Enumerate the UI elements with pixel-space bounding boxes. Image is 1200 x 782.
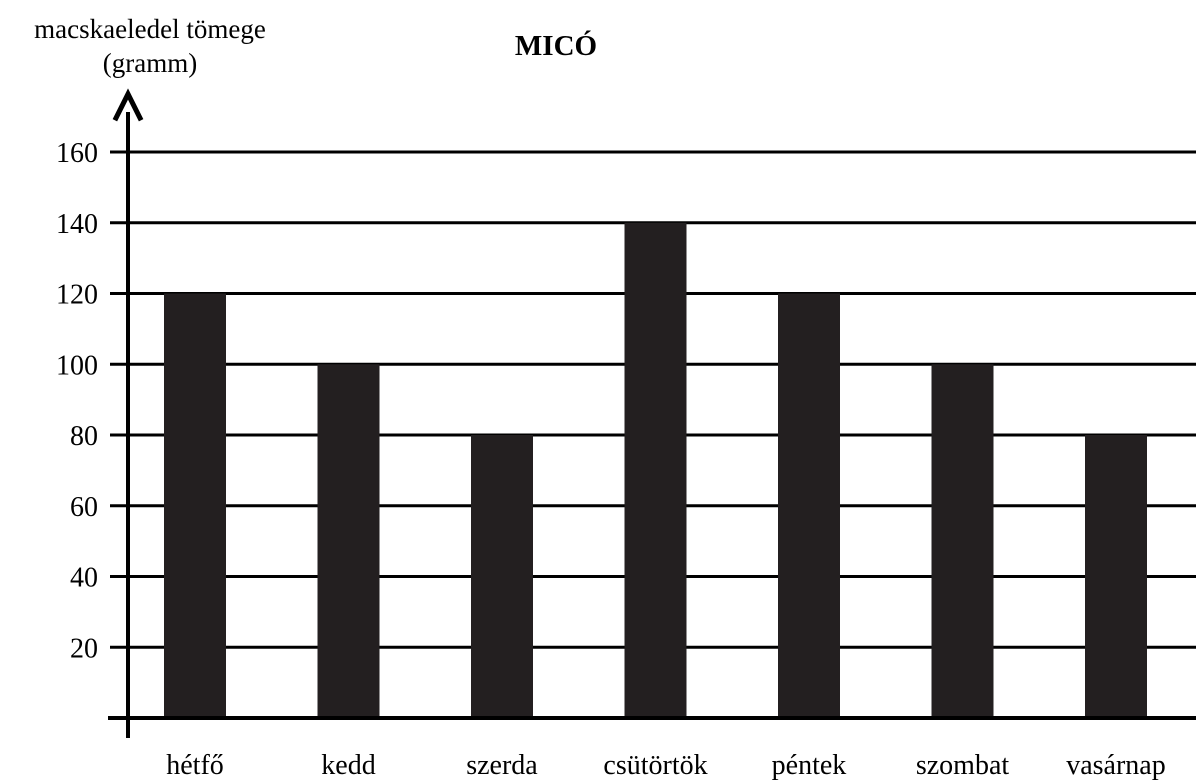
bars: [164, 222, 1147, 718]
y-tick-label: 80: [70, 421, 98, 452]
bar: [164, 293, 226, 718]
x-tick-label: kedd: [321, 750, 375, 781]
bar: [778, 293, 840, 718]
y-axis-label-line2: (gramm): [103, 48, 197, 78]
x-tick-label: csütörtök: [603, 750, 707, 781]
x-tick-label: hétfő: [166, 750, 224, 781]
chart-title: MICÓ: [515, 29, 597, 62]
y-axis-label-line1: macskaeledel tömege: [34, 14, 266, 44]
y-tick-label: 40: [70, 563, 98, 594]
y-tick-label: 20: [70, 633, 98, 664]
y-tick-label: 120: [56, 280, 98, 311]
x-tick-label: szerda: [466, 750, 538, 781]
bar: [624, 222, 687, 718]
bar: [317, 364, 380, 718]
y-axis-arrow-icon: [112, 88, 144, 122]
x-tick-label: vasárnap: [1066, 750, 1166, 781]
bar: [931, 364, 994, 718]
y-tick-labels: 20 40 60 80 100 120 140 160: [56, 138, 98, 664]
y-tick-label: 60: [70, 492, 98, 523]
x-tick-label: péntek: [772, 750, 847, 781]
bar: [1085, 435, 1147, 718]
x-tick-label: szombat: [916, 750, 1010, 781]
x-tick-labels: hétfő kedd szerda csütörtök péntek szombat vas…: [166, 750, 1166, 781]
bar: [471, 435, 533, 718]
y-tick-label: 100: [56, 350, 98, 381]
y-tick-label: 140: [56, 209, 98, 240]
y-tick-label: 160: [56, 138, 98, 169]
